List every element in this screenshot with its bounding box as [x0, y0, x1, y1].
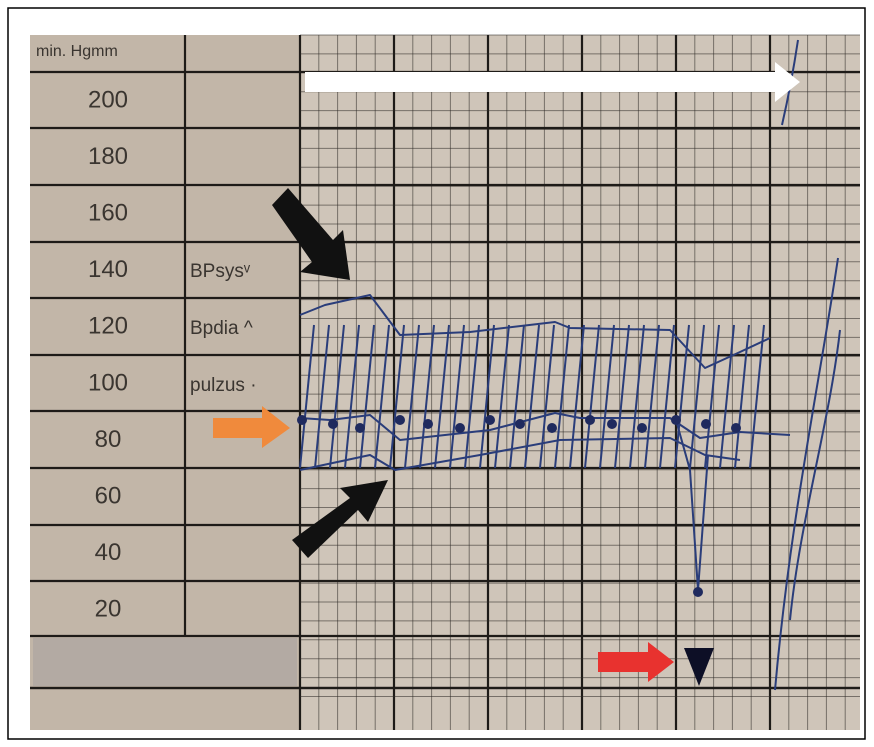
scale-label: 120 — [88, 313, 128, 340]
scale-label: 100 — [88, 369, 128, 396]
legend-label: pulzus · — [190, 375, 257, 396]
unit-label: min. Hgmm — [36, 43, 118, 60]
pulse-dot — [637, 423, 647, 433]
blank-row — [33, 638, 297, 686]
pulse-dot — [355, 423, 365, 433]
scale-label: 80 — [95, 426, 122, 453]
pulse-dot — [585, 415, 595, 425]
legend-label: BPsysᵛ — [190, 261, 251, 282]
pulse-dot — [297, 415, 307, 425]
pulse-dot — [455, 423, 465, 433]
scale-label: 200 — [88, 86, 128, 113]
pulse-dot — [485, 415, 495, 425]
chart-photo: min. Hgmm 200 180 160 140 120 100 80 60 40 20 BPsy… — [0, 0, 874, 747]
scale-label: 140 — [88, 256, 128, 283]
scale-label: 40 — [95, 539, 122, 566]
scale-label: 180 — [88, 143, 128, 170]
pulse-dot — [607, 419, 617, 429]
pulse-dot — [515, 419, 525, 429]
pulse-dot — [671, 415, 681, 425]
scale-label: 60 — [95, 483, 122, 510]
pulse-dot — [547, 423, 557, 433]
legend-label: Bpdia ^ — [190, 318, 253, 339]
scale-label: 160 — [88, 200, 128, 227]
pulse-dot — [423, 419, 433, 429]
pulse-dot — [693, 587, 703, 597]
pulse-dot — [328, 419, 338, 429]
pulse-dot — [731, 423, 741, 433]
pulse-dot — [701, 419, 711, 429]
label-column — [30, 35, 300, 730]
scale-label: 20 — [95, 596, 122, 623]
pulse-dot — [395, 415, 405, 425]
